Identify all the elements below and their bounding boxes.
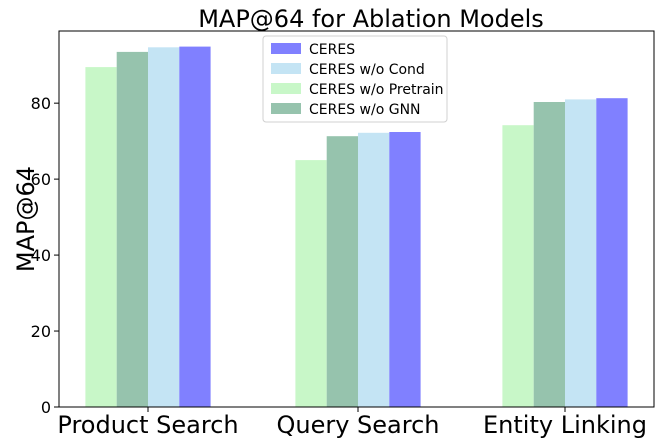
bar-ceres-entity-linking	[596, 98, 628, 407]
legend-label: CERES w/o Pretrain	[309, 82, 444, 98]
y-tick-label: 20	[31, 322, 51, 341]
x-tick-label: Query Search	[276, 411, 439, 439]
bar-ceres-w-o-gnn-query-search	[326, 136, 358, 407]
x-tick-label: Product Search	[57, 411, 238, 439]
bar-ceres-w-o-pretrain-product-search	[85, 67, 117, 407]
bar-ceres-w-o-pretrain-query-search	[295, 160, 327, 407]
y-tick-label: 60	[31, 170, 51, 189]
bar-ceres-w-o-cond-query-search	[358, 132, 390, 408]
legend-swatch	[271, 83, 301, 94]
bar-ceres-w-o-gnn-product-search	[116, 51, 148, 408]
legend-swatch	[271, 103, 301, 114]
bar-ceres-w-o-cond-entity-linking	[565, 99, 597, 408]
legend-label: CERES	[309, 42, 355, 58]
legend-label: CERES w/o Cond	[309, 62, 425, 78]
bars-layer	[85, 46, 628, 408]
y-tick-label: 40	[31, 246, 51, 265]
bar-ceres-product-search	[179, 46, 211, 407]
ticks-layer: 0 20 40 60 80 Product Search Query Search Entit…	[31, 94, 647, 439]
y-tick-label: 0	[41, 398, 51, 417]
legend-swatch	[271, 63, 301, 74]
bar-ceres-w-o-pretrain-entity-linking	[502, 125, 534, 407]
bar-ceres-w-o-cond-product-search	[148, 47, 180, 408]
legend-box	[262, 35, 448, 123]
bar-ceres-query-search	[389, 132, 421, 407]
plot-frame	[58, 30, 655, 408]
chart-title: MAP@64 for Ablation Models	[198, 5, 544, 33]
y-tick-label: 80	[31, 94, 51, 113]
bar-ceres-w-o-gnn-entity-linking	[533, 102, 565, 407]
x-tick-label: Entity Linking	[483, 411, 647, 439]
legend-swatch	[271, 43, 301, 54]
y-axis-label: MAP@64	[12, 166, 40, 272]
legend: CERES CERES w/o Cond CERES w/o Pretrain CER…	[262, 35, 448, 123]
legend-label: CERES w/o GNN	[309, 102, 421, 118]
